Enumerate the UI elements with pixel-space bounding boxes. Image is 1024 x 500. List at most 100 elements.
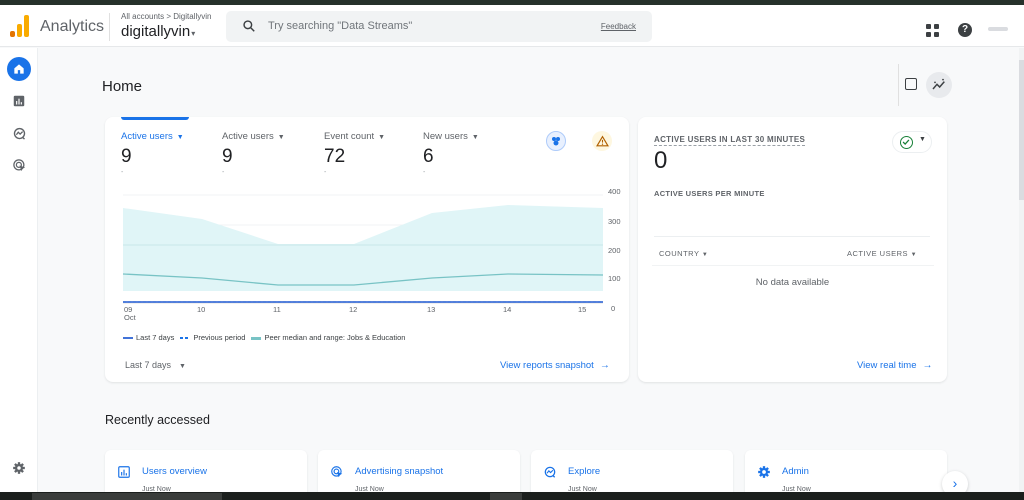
realtime-title[interactable]: ACTIVE USERS IN LAST 30 MINUTES — [654, 135, 806, 146]
svg-text:15: 15 — [578, 305, 586, 314]
recent-item-advertising-snapshot[interactable]: Advertising snapshot Just Now — [318, 450, 520, 500]
divider — [898, 64, 899, 106]
benchmark-glyph-icon — [552, 137, 560, 146]
recent-item-explore[interactable]: Explore Just Now — [531, 450, 733, 500]
peer-benchmark-icon[interactable] — [546, 131, 566, 151]
svg-text:0: 0 — [611, 304, 615, 313]
advertising-icon — [331, 466, 343, 478]
account-selector[interactable]: digitallyvin▾ — [121, 23, 195, 40]
svg-text:10: 10 — [197, 305, 205, 314]
insights-icon — [932, 78, 945, 90]
bar-chart-icon — [13, 95, 25, 107]
chevron-down-icon: ▼ — [919, 136, 926, 143]
status-dropdown[interactable]: ▼ — [892, 131, 932, 153]
chevron-down-icon: ▼ — [701, 252, 709, 258]
svg-text:Oct: Oct — [124, 313, 137, 322]
vertical-scrollbar[interactable] — [1019, 48, 1024, 492]
nav-reports[interactable] — [7, 89, 31, 113]
search-icon — [243, 20, 255, 32]
chart-legend: Last 7 days Previous period Peer median … — [123, 333, 405, 342]
svg-text:12: 12 — [349, 305, 357, 314]
nav-settings[interactable] — [7, 456, 31, 480]
search-input[interactable]: Try searching "Data Streams" — [268, 20, 413, 32]
legend-peer[interactable]: Peer median and range: Jobs & Education — [251, 333, 405, 342]
legend-last-7-days[interactable]: Last 7 days — [123, 333, 174, 342]
realtime-subtitle: ACTIVE USERS PER MINUTE — [654, 189, 765, 198]
divider — [109, 13, 110, 41]
metric-label: New users — [423, 131, 468, 142]
date-range-selector[interactable]: Last 7 days ▼ — [125, 360, 186, 370]
column-header-country[interactable]: COUNTRY ▼ — [659, 249, 708, 258]
header-actions — [898, 64, 952, 106]
svg-text:11: 11 — [273, 305, 281, 314]
column-header-active-users[interactable]: ACTIVE USERS ▼ — [847, 249, 917, 258]
realtime-card: ACTIVE USERS IN LAST 30 MINUTES 0 ACTIVE… — [638, 117, 947, 382]
gear-icon — [758, 466, 770, 478]
help-icon[interactable]: ? — [958, 23, 972, 37]
metric-change: - — [222, 169, 225, 176]
account-avatar[interactable] — [988, 27, 1008, 31]
bar-chart-icon — [118, 466, 130, 478]
scrollbar-thumb[interactable] — [1019, 60, 1024, 200]
taskbar-segment — [490, 493, 522, 500]
explore-icon — [544, 466, 556, 478]
legend-label: Peer median and range: Jobs & Education — [264, 333, 406, 342]
recent-item-label: Users overview — [142, 466, 207, 477]
metric-value: 72 — [324, 146, 346, 167]
active-users-chart[interactable]: 400 300 200 100 0 09 Oct 10 11 12 13 14 … — [117, 185, 627, 325]
svg-text:14: 14 — [503, 305, 511, 314]
feedback-link[interactable]: Feedback — [600, 22, 636, 31]
recent-item-time: Just Now — [355, 486, 384, 493]
legend-label: Previous period — [193, 333, 246, 342]
arrow-right-icon: → — [599, 360, 610, 371]
svg-text:100: 100 — [608, 274, 621, 283]
legend-previous-period[interactable]: Previous period — [180, 333, 245, 342]
chevron-down-icon: ▼ — [277, 134, 285, 141]
metric-tab-event-count[interactable]: Event count ▼ 72 - — [324, 131, 385, 176]
metric-value: 9 — [222, 146, 233, 167]
column-label: COUNTRY — [659, 249, 700, 258]
view-reports-snapshot-link[interactable]: View reports snapshot → — [500, 360, 610, 371]
nav-advertising[interactable] — [7, 153, 31, 177]
gear-icon — [13, 462, 25, 474]
analytics-logo-icon[interactable] — [10, 15, 30, 37]
overview-card: Active users ▼ 9 - Active users ▼ 9 - Even… — [105, 117, 629, 382]
metric-value: 6 — [423, 146, 434, 167]
note-icon[interactable] — [905, 78, 917, 90]
chevron-down-icon: ▼ — [910, 252, 918, 258]
advertising-icon — [12, 158, 25, 171]
recent-item-users-overview[interactable]: Users overview Just Now — [105, 450, 307, 500]
svg-text:09: 09 — [124, 305, 132, 314]
recent-item-admin[interactable]: Admin Just Now — [745, 450, 947, 500]
view-real-time-link[interactable]: View real time → — [857, 360, 933, 371]
metric-change: - — [423, 169, 426, 176]
chevron-down-icon: ▼ — [378, 134, 386, 141]
recent-item-time: Just Now — [568, 486, 597, 493]
home-icon — [14, 64, 24, 74]
metric-tab-active-users[interactable]: Active users ▼ 9 - — [121, 131, 184, 176]
explore-icon — [13, 127, 25, 140]
top-bar: Analytics All accounts > Digitallyvin di… — [0, 5, 1024, 47]
svg-text:300: 300 — [608, 217, 621, 226]
divider — [654, 236, 930, 237]
window-top-strip — [0, 0, 1024, 5]
metric-tab-new-users[interactable]: New users ▼ 6 - — [423, 131, 479, 176]
recent-item-label: Admin — [782, 466, 809, 477]
metric-tab-active-users-2[interactable]: Active users ▼ 9 - — [222, 131, 285, 176]
chevron-right-icon: › — [952, 475, 958, 491]
search-bar[interactable]: Try searching "Data Streams" Feedback — [226, 11, 652, 42]
arrow-right-icon: → — [922, 360, 933, 371]
date-range-label: Last 7 days — [125, 360, 172, 370]
insights-button[interactable] — [926, 72, 952, 98]
taskbar — [0, 492, 1024, 500]
link-label: View reports snapshot — [500, 360, 594, 371]
warning-icon[interactable] — [592, 131, 612, 151]
nav-explore[interactable] — [7, 121, 31, 145]
metric-change: - — [121, 169, 124, 176]
warning-triangle-icon — [595, 134, 609, 146]
legend-label: Last 7 days — [136, 333, 175, 342]
nav-home[interactable] — [7, 57, 31, 81]
metric-label: Active users — [222, 131, 274, 142]
apps-grid-icon[interactable] — [926, 24, 939, 37]
breadcrumb[interactable]: All accounts > Digitallyvin — [121, 12, 212, 21]
